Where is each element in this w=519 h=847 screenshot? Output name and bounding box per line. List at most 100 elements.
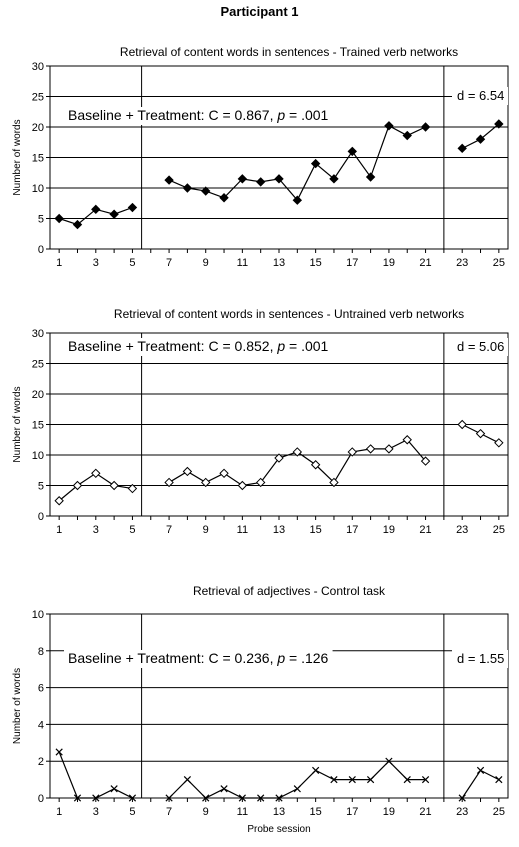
x-tick-label: 15 (310, 257, 322, 269)
data-point-marker (164, 175, 174, 185)
x-tick-label: 15 (310, 806, 322, 818)
x-tick-label: 17 (346, 806, 358, 818)
y-tick-label: 10 (32, 450, 44, 462)
y-tick-label: 15 (32, 153, 44, 165)
x-tick-label: 21 (419, 257, 431, 269)
data-point-marker (201, 186, 211, 196)
data-point-marker (310, 158, 321, 169)
data-point-marker (110, 785, 118, 793)
data-point-marker (237, 480, 248, 491)
x-tick-label: 7 (166, 524, 172, 536)
y-tick-label: 30 (32, 328, 44, 340)
x-tick-label: 3 (93, 524, 99, 536)
chart-panel-1: Retrieval of content words in sentences … (12, 45, 509, 269)
x-tick-label: 21 (419, 806, 431, 818)
x-tick-label: 1 (56, 257, 62, 269)
data-point-marker (109, 480, 119, 491)
x-tick-label: 25 (493, 806, 505, 818)
y-axis-label: Number of words (12, 119, 23, 195)
x-tick-label: 21 (419, 524, 431, 536)
data-point-marker (255, 177, 266, 187)
x-tick-label: 9 (203, 257, 209, 269)
x-tick-label: 13 (273, 806, 285, 818)
x-tick-label: 9 (203, 524, 209, 536)
x-tick-label: 11 (237, 257, 248, 269)
effect-size-label: d = 6.54 (457, 88, 504, 103)
data-point-marker (494, 119, 504, 129)
data-point-marker (202, 794, 210, 802)
data-point-marker (402, 130, 412, 141)
y-tick-label: 30 (32, 61, 44, 73)
y-tick-label: 20 (32, 122, 44, 134)
y-tick-label: 5 (38, 214, 44, 226)
data-point-marker (73, 794, 82, 802)
data-point-marker (348, 775, 356, 784)
data-point-marker (293, 785, 301, 793)
data-point-marker (312, 766, 320, 775)
plot-frame (49, 613, 509, 799)
chart-title: Retrieval of content words in sentences … (120, 45, 458, 59)
data-point-marker (330, 775, 338, 784)
data-point-marker (55, 748, 63, 756)
data-point-marker (365, 444, 376, 454)
x-tick-label: 25 (493, 257, 505, 269)
data-point-marker (255, 477, 266, 488)
annotation-background (64, 650, 333, 668)
x-tick-label: 5 (129, 806, 135, 818)
data-point-marker (385, 757, 393, 765)
data-point-marker (292, 195, 303, 205)
data-point-marker (457, 419, 467, 430)
y-tick-label: 0 (38, 511, 44, 523)
data-point-marker (384, 444, 394, 454)
x-tick-label: 5 (129, 524, 135, 536)
x-tick-label: 23 (456, 257, 468, 269)
data-point-marker (458, 794, 466, 802)
x-tick-label: 23 (456, 524, 468, 536)
y-axis-label: Number of words (12, 386, 23, 462)
data-point-marker (54, 496, 64, 506)
data-point-marker (219, 193, 229, 203)
data-point-marker (420, 456, 431, 466)
data-point-marker (329, 477, 339, 488)
series-line-segment-2 (168, 760, 426, 799)
data-point-marker (237, 174, 248, 184)
data-point-marker (475, 428, 486, 439)
x-tick-label: 11 (237, 806, 248, 818)
data-point-marker (182, 466, 193, 477)
data-point-marker (165, 794, 173, 802)
data-point-marker (402, 435, 412, 445)
series-line-segment-1 (58, 751, 133, 799)
x-tick-label: 17 (346, 524, 358, 536)
y-tick-label: 5 (38, 481, 44, 493)
y-tick-label: 15 (32, 420, 44, 432)
data-point-marker (365, 172, 376, 182)
x-tick-label: 19 (383, 524, 395, 536)
x-tick-label: 1 (56, 806, 62, 818)
y-tick-label: 0 (38, 793, 44, 805)
data-point-marker (92, 794, 100, 802)
data-point-marker (220, 785, 228, 793)
data-point-marker (91, 204, 101, 215)
data-point-marker (420, 122, 431, 132)
data-point-marker (127, 202, 138, 213)
y-tick-label: 0 (38, 244, 44, 256)
data-point-marker (310, 460, 321, 470)
data-point-marker (476, 766, 485, 775)
data-point-marker (274, 174, 284, 184)
x-tick-label: 1 (56, 524, 62, 536)
data-point-marker (72, 480, 83, 491)
data-point-marker (128, 794, 137, 802)
y-tick-label: 4 (38, 719, 44, 731)
data-point-marker (366, 775, 375, 784)
y-tick-label: 6 (38, 683, 44, 695)
x-tick-label: 7 (166, 257, 172, 269)
data-point-marker (72, 219, 83, 230)
chart-title: Retrieval of adjectives - Control task (193, 584, 386, 598)
annotation-text: Baseline + Treatment: C = 0.236, p = .12… (68, 650, 329, 666)
x-tick-label: 11 (237, 524, 248, 536)
data-point-marker (219, 468, 229, 479)
effect-size-background (452, 338, 508, 356)
effect-size-label: d = 5.06 (457, 339, 504, 354)
x-tick-label: 17 (346, 257, 358, 269)
data-point-marker (403, 775, 411, 784)
